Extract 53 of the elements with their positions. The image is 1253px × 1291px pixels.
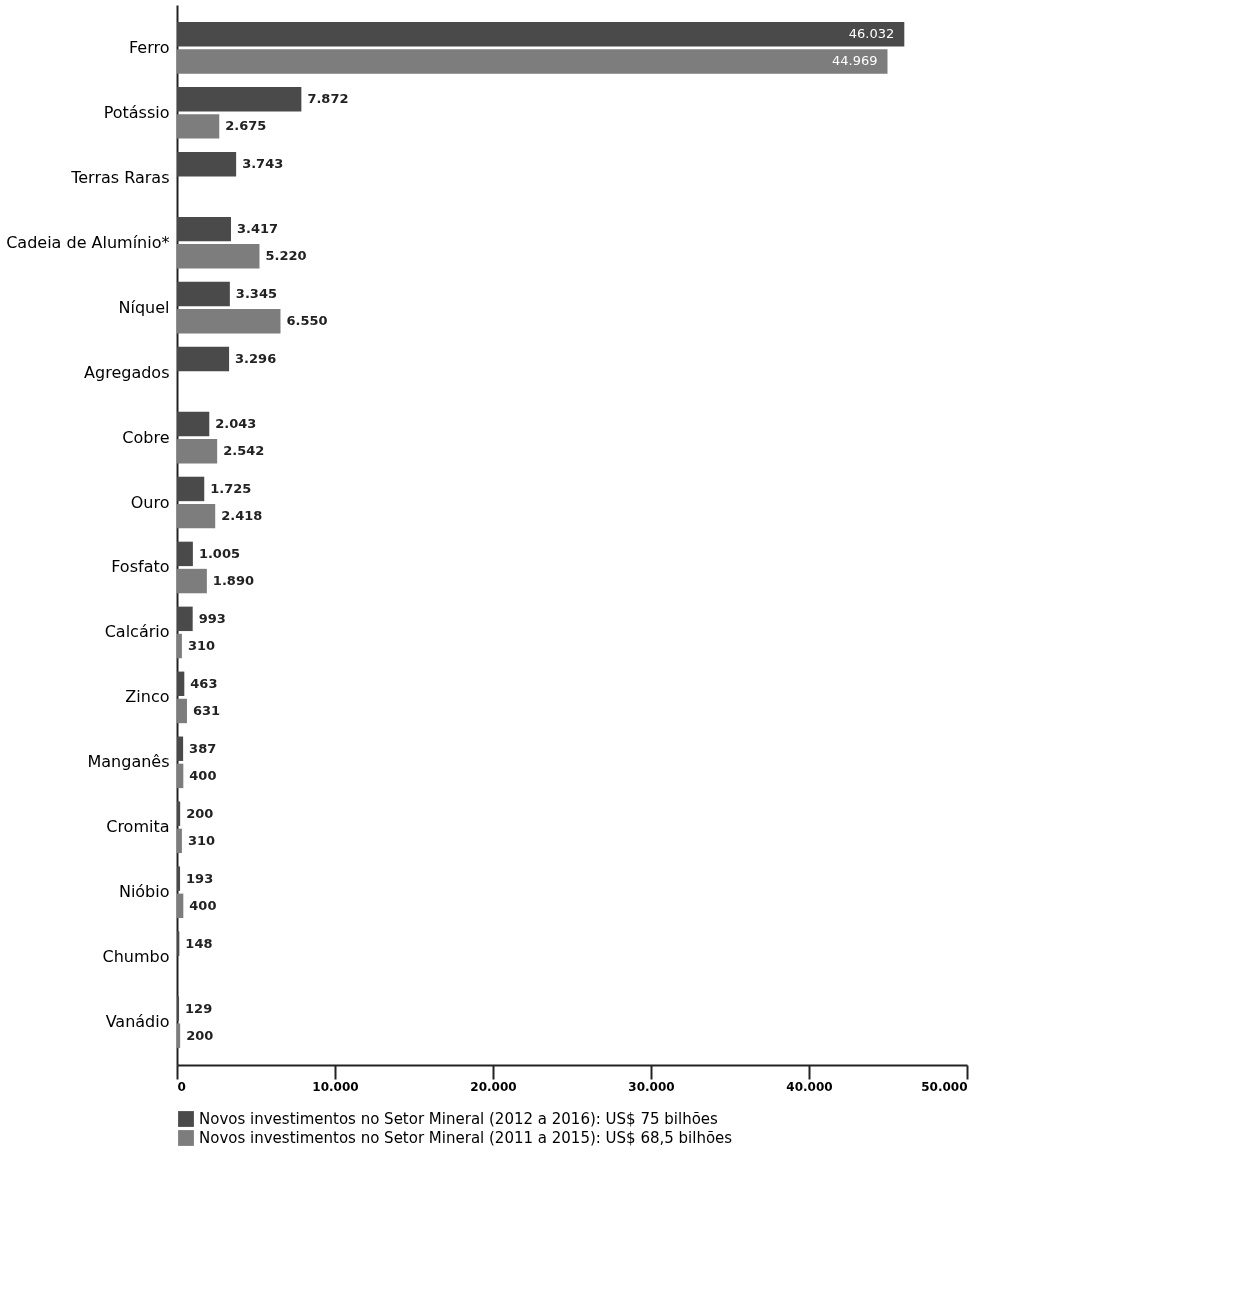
y-tick-label: Cromita xyxy=(106,817,170,837)
data-label: 200 xyxy=(186,1027,214,1043)
data-label: 1.725 xyxy=(210,480,252,496)
data-label: 993 xyxy=(198,610,226,626)
y-tick-label: Ouro xyxy=(130,492,170,512)
data-label: 3.345 xyxy=(235,286,277,302)
data-label: 193 xyxy=(186,870,214,886)
y-tick-label: Ferro xyxy=(129,37,170,57)
data-label: 5.220 xyxy=(265,248,307,264)
data-label: 2.043 xyxy=(215,415,257,431)
x-tick-label: 10.000 xyxy=(312,1079,359,1094)
data-label: 3.417 xyxy=(236,221,279,237)
y-tick-label: Fosfato xyxy=(111,557,170,577)
data-label: 2.542 xyxy=(223,443,265,459)
y-tick-label: Calcário xyxy=(104,622,170,642)
data-label: 6.550 xyxy=(286,313,328,329)
x-tick-label: 20.000 xyxy=(470,1079,517,1094)
data-label: 3.743 xyxy=(242,156,284,172)
y-tick-label: Chumbo xyxy=(102,947,170,967)
x-tick-label: 50.000 xyxy=(921,1079,968,1094)
data-label: 2.675 xyxy=(225,118,267,134)
data-label: 200 xyxy=(186,805,214,821)
y-tick-label: Cobre xyxy=(122,427,170,447)
legend-label: Novos investimentos no Setor Mineral (2012 a 2016): US$ 75 bilhões xyxy=(199,1110,719,1128)
y-tick-label: Zinco xyxy=(125,687,170,707)
data-label: 463 xyxy=(190,675,218,691)
y-tick-label: Agregados xyxy=(84,362,170,382)
x-tick-label: 30.000 xyxy=(628,1079,675,1094)
data-label: 2.418 xyxy=(221,508,263,524)
data-label: 387 xyxy=(189,740,217,756)
y-tick-label: Potássio xyxy=(103,102,170,122)
data-label: 400 xyxy=(189,767,217,783)
data-label: 310 xyxy=(187,832,216,848)
x-tick-label: 0 xyxy=(177,1079,186,1094)
data-label: 400 xyxy=(189,897,217,913)
data-label: 631 xyxy=(192,702,221,718)
y-tick-label: Terras Raras xyxy=(70,167,170,187)
y-tick-label: Cadeia de Alumínio* xyxy=(6,232,170,252)
y-tick-label: Níquel xyxy=(118,297,170,317)
data-label: 148 xyxy=(185,935,213,951)
data-label: 44.969 xyxy=(832,53,878,69)
x-tick-label: 40.000 xyxy=(786,1079,833,1094)
y-tick-label: Manganês xyxy=(87,752,170,772)
data-label: 1.890 xyxy=(212,573,254,589)
data-label: 46.032 xyxy=(848,26,895,42)
data-label: 310 xyxy=(187,638,216,654)
legend-label: Novos investimentos no Setor Mineral (2011 a 2015): US$ 68,5 bilhões xyxy=(199,1129,733,1147)
y-tick-label: Vanádio xyxy=(105,1012,170,1032)
data-label: 1.005 xyxy=(198,545,240,561)
data-label: 129 xyxy=(185,1000,213,1016)
y-tick-label: Nióbio xyxy=(118,882,170,902)
data-label: 7.872 xyxy=(307,91,349,107)
data-label: 3.296 xyxy=(235,351,277,367)
